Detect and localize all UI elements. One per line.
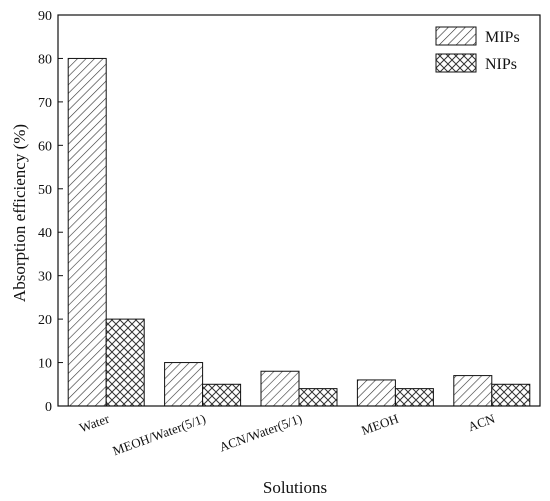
x-category-label: ACN/Water(5/1) [217,411,304,455]
bar-mips-4 [453,375,493,407]
bar-mips-2 [260,370,300,407]
bar-mips-0 [67,57,107,407]
y-tick-label: 90 [38,9,52,24]
y-tick-label: 30 [38,270,52,285]
bar-nips-0 [105,318,145,407]
y-tick-label: 0 [45,400,52,415]
y-tick-label: 60 [38,139,52,154]
y-tick-label: 80 [38,52,52,67]
bars-layer [67,57,531,407]
legend-swatch-nips [435,53,477,73]
legend-label-mips: MIPs [485,29,520,46]
y-ticks: 0 10 20 30 40 50 60 70 80 90 [38,9,63,415]
x-category-label: MEOH/Water(5/1) [111,411,208,459]
legend-label-nips: NIPs [485,56,517,73]
y-tick-label: 70 [38,96,52,111]
y-tick-label: 40 [38,226,52,241]
x-category-label: Water [77,410,112,435]
y-axis-title: Absorption efficiency (%) [10,124,29,302]
bar-nips-3 [394,388,434,407]
bar-nips-4 [491,383,531,407]
bar-nips-1 [202,383,242,407]
x-category-labels: Water MEOH/Water(5/1) ACN/Water(5/1) MEOH AC… [77,401,497,458]
bar-nips-2 [298,388,338,407]
bar-mips-1 [164,362,204,407]
bar-mips-3 [356,379,396,407]
y-tick-label: 10 [38,357,52,372]
y-tick-label: 50 [38,183,52,198]
y-tick-label: 20 [38,313,52,328]
x-category-label: ACN [466,411,497,435]
x-axis-title: Solutions [263,478,327,497]
x-category-label: MEOH [359,411,400,438]
legend-swatch-mips [435,26,477,46]
legend: MIPs NIPs [435,26,520,73]
